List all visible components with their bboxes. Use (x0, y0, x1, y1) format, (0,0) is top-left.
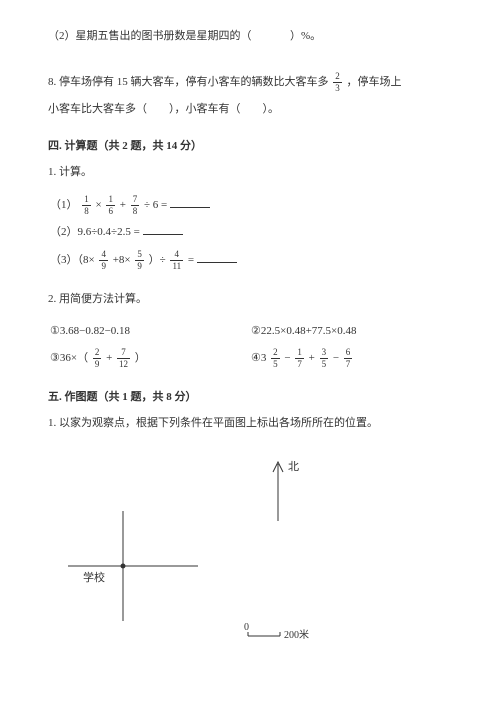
s4-i1-op3: ÷ 6 = (144, 199, 167, 211)
s4-i3-prefix: （3）（8× (50, 254, 95, 266)
s4-i1-f1: 18 (82, 195, 91, 216)
s4-i1-blank (170, 198, 210, 208)
s4-i3-f1: 49 (99, 250, 108, 271)
s4-i1-f3: 78 (131, 195, 140, 216)
s4-c3-f1: 29 (93, 348, 102, 369)
s4-c3: ③36×（ 29 + 712 ） (50, 348, 251, 369)
q7-2-blank (254, 30, 287, 42)
q8-line2: 小客车比大客车多（ ），小客车有（ ）。 (48, 101, 452, 119)
s4-c4-f2: 17 (295, 348, 304, 369)
s4-c4-f4: 67 (344, 348, 353, 369)
s4-i3-m2: ）÷ (149, 254, 166, 266)
s4-c4-prefix: ④3 (251, 352, 266, 364)
s4-i3-f3: 411 (170, 250, 183, 271)
s4-i3-blank (197, 253, 237, 263)
s4-i1-f2: 16 (106, 195, 115, 216)
s4-i1-op1: × (96, 199, 105, 211)
q7-part2: （2）星期五售出的图书册数是星期四的（ ）%。 (48, 28, 452, 46)
s4-q1-title: 1. 计算。 (48, 164, 452, 182)
s4-q2-row1: ①3.68−0.82−0.18 ②22.5×0.48+77.5×0.48 (48, 323, 452, 341)
s4-c4-f3: 35 (320, 348, 329, 369)
q8-line1: 8. 停车场停有 15 辆大客车，停有小客车的辆数比大客车多 2 3 ，停车场上 (48, 72, 452, 93)
diagram: 北 学校 0 200米 (48, 446, 408, 656)
s4-c4: ④3 25 − 17 + 35 − 67 (251, 348, 452, 369)
s5-q1: 1. 以家为观察点，根据下列条件在平面图上标出各场所所在的位置。 (48, 415, 452, 433)
s4-c2: ②22.5×0.48+77.5×0.48 (251, 323, 452, 341)
s4-i3-m1: +8× (113, 254, 131, 266)
s4-q2-title: 2. 用简便方法计算。 (48, 291, 452, 309)
s4-c3-f2: 712 (117, 348, 130, 369)
q8-l1-a: 8. 停车场停有 15 辆大客车，停有小客车的辆数比大客车多 (48, 76, 329, 88)
s4-c4-f1: 25 (271, 348, 280, 369)
s4-item1: （1） 18 × 16 + 78 ÷ 6 = (48, 195, 452, 216)
section4-title: 四. 计算题（共 2 题，共 14 分） (48, 138, 452, 156)
s4-q2-row2: ③36×（ 29 + 712 ） ④3 25 − 17 + 35 − 67 (48, 348, 452, 369)
q7-2-text-a: （2）星期五售出的图书册数是星期四的（ (48, 30, 252, 42)
s4-item3: （3）（8× 49 +8× 59 ）÷ 411 = (48, 250, 452, 271)
label-school: 学校 (83, 570, 105, 584)
s4-c4-o3: − (333, 352, 342, 364)
s4-c3-prefix: ③36×（ (50, 352, 88, 364)
q8-l1-b: ，停车场上 (347, 76, 402, 88)
s4-c3-tail: ） (135, 352, 146, 364)
q8-frac: 2 3 (333, 72, 342, 93)
s4-i3-f2: 59 (135, 250, 144, 271)
s4-i2-text: （2）9.6÷0.4÷2.5 = (50, 226, 140, 238)
s4-c4-o2: + (309, 352, 318, 364)
s4-c4-o1: − (284, 352, 293, 364)
scale-0: 0 (244, 622, 249, 633)
scale-200: 200米 (284, 628, 309, 641)
s4-i1-op2: + (120, 199, 129, 211)
s4-c1: ①3.68−0.82−0.18 (50, 323, 251, 341)
section5-title: 五. 作图题（共 1 题，共 8 分） (48, 389, 452, 407)
q7-2-text-b: ）%。 (290, 30, 321, 42)
s4-i1-prefix: （1） (50, 199, 78, 211)
s4-i3-tail: = (188, 254, 194, 266)
s4-item2: （2）9.6÷0.4÷2.5 = (48, 224, 452, 242)
s4-i2-blank (143, 225, 183, 235)
s4-c3-mid: + (106, 352, 115, 364)
label-north: 北 (288, 460, 299, 473)
